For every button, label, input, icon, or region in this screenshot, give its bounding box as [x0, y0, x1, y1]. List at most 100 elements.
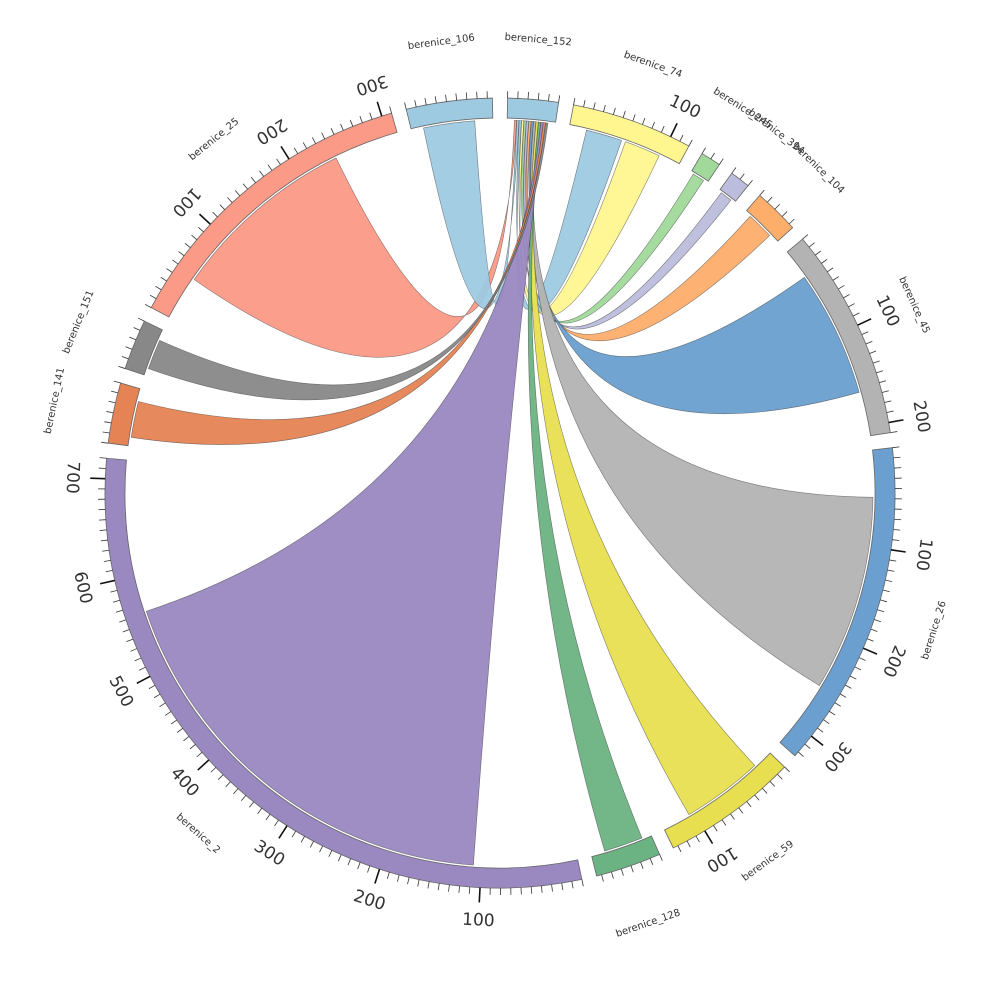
tick-label-berenice_26-300: 300	[819, 738, 855, 776]
tick-berenice_26-290	[817, 727, 824, 733]
tick-berenice_74-70	[642, 117, 646, 125]
tick-berenice_2-0	[581, 879, 584, 887]
tick-berenice_25-160	[250, 176, 256, 183]
tick-label-berenice_59-100: 100	[703, 842, 741, 876]
tick-berenice_45-20	[815, 250, 822, 256]
tick-berenice_26-280	[823, 719, 830, 725]
tick-berenice_74-20	[593, 102, 596, 110]
tick-berenice_45-120	[865, 340, 873, 345]
tick-berenice_128-20	[640, 861, 644, 869]
tick-berenice_106-10	[414, 100, 417, 108]
tick-berenice_104-10	[767, 196, 773, 203]
tick-berenice_2-460	[164, 711, 172, 716]
tick-berenice_26-100	[890, 549, 906, 553]
tick-berenice_2-250	[328, 850, 333, 857]
tick-berenice_2-520	[134, 657, 142, 662]
segment-berenice_245	[691, 153, 720, 182]
tick-berenice_25-140	[234, 190, 241, 197]
tick-berenice_394-20	[747, 179, 753, 186]
tick-berenice_2-610	[105, 570, 113, 573]
tick-berenice_2-280	[300, 836, 305, 843]
tick-berenice_25-40	[166, 268, 173, 273]
tick-berenice_2-390	[210, 767, 217, 773]
tick-berenice_2-50	[530, 886, 533, 894]
tick-label-berenice_25-300: 300	[353, 70, 390, 99]
tick-berenice_2-180	[396, 874, 400, 882]
tick-berenice_45-210	[890, 431, 898, 434]
tick-berenice_2-700	[90, 477, 106, 480]
tick-berenice_2-550	[122, 629, 130, 633]
tick-label-berenice_74-100: 100	[666, 91, 704, 123]
tick-berenice_106-60	[465, 92, 468, 100]
tick-berenice_59-30	[762, 787, 768, 794]
tick-berenice_2-320	[265, 813, 271, 821]
ribbon-berenice_152-to-berenice_59	[530, 121, 756, 816]
segment-label-berenice_59: berenice_59	[740, 839, 796, 884]
tick-berenice_25-270	[349, 119, 354, 127]
tick-berenice_26-160	[877, 609, 885, 613]
tick-berenice_141-60	[113, 380, 121, 384]
tick-berenice_2-540	[126, 638, 134, 643]
tick-berenice_26-270	[829, 710, 836, 716]
tick-berenice_26-230	[849, 675, 857, 680]
tick-berenice_25-200	[280, 145, 290, 160]
segment-label-berenice_74: berenice_74	[622, 50, 683, 81]
tick-berenice_128-0	[659, 854, 663, 861]
tick-berenice_2-640	[100, 539, 108, 542]
tick-berenice_25-190	[276, 158, 281, 165]
tick-berenice_104-40	[788, 218, 795, 225]
tick-berenice_25-230	[312, 137, 316, 144]
tick-berenice_2-560	[119, 619, 127, 623]
tick-berenice_59-50	[746, 801, 752, 808]
tick-berenice_2-130	[448, 884, 450, 892]
tick-berenice_2-500	[136, 675, 151, 684]
tick-berenice_25-260	[340, 123, 344, 131]
tick-berenice_26-220	[854, 666, 862, 671]
tick-berenice_74-10	[583, 100, 586, 108]
tick-berenice_2-170	[407, 877, 410, 885]
ribbon-berenice_152-to-berenice_25	[193, 119, 517, 358]
segment-berenice_2	[104, 457, 583, 889]
tick-berenice_59-20	[769, 781, 776, 787]
tick-berenice_141-50	[111, 390, 118, 394]
segment-berenice_25	[150, 112, 398, 318]
tick-berenice_45-30	[821, 258, 828, 264]
tick-berenice_25-60	[178, 251, 185, 257]
tick-berenice_2-430	[183, 736, 190, 742]
tick-berenice_2-720	[99, 457, 107, 459]
tick-berenice_25-220	[302, 142, 307, 149]
tick-berenice_2-140	[437, 883, 440, 891]
segment-berenice_74	[569, 104, 690, 165]
tick-berenice_25-0	[144, 303, 152, 308]
tick-berenice_151-40	[133, 327, 141, 331]
segment-berenice_45	[786, 238, 891, 437]
tick-berenice_2-570	[115, 609, 123, 613]
tick-berenice_152-50	[558, 95, 561, 103]
tick-berenice_25-290	[369, 112, 373, 120]
tick-berenice_106-30	[434, 96, 437, 104]
tick-berenice_2-40	[541, 885, 543, 893]
tick-berenice_2-450	[170, 719, 177, 725]
tick-berenice_45-0	[802, 234, 809, 240]
tick-berenice_25-10	[149, 294, 157, 299]
tick-berenice_2-480	[153, 693, 161, 699]
tick-berenice_26-180	[870, 628, 878, 632]
ribbon-berenice_152-to-berenice_128	[527, 121, 643, 852]
tick-berenice_25-180	[267, 164, 273, 171]
tick-berenice_59-40	[754, 794, 760, 801]
tick-label-berenice_2-500: 500	[104, 673, 137, 711]
tick-berenice_128-40	[620, 868, 624, 876]
tick-berenice_128-60	[601, 874, 604, 882]
tick-berenice_45-100	[857, 318, 872, 326]
tick-berenice_394-10	[739, 173, 745, 180]
segment-berenice_26	[779, 447, 896, 757]
tick-berenice_45-180	[884, 400, 892, 403]
ribbon-layer	[130, 119, 874, 866]
tick-berenice_2-120	[458, 885, 460, 893]
tick-berenice_25-280	[359, 116, 363, 123]
tick-berenice_26-200	[862, 647, 878, 655]
tick-berenice_26-80	[893, 529, 901, 531]
tick-berenice_25-100	[198, 213, 211, 225]
tick-berenice_2-490	[148, 684, 156, 690]
tick-berenice_25-30	[160, 276, 167, 282]
